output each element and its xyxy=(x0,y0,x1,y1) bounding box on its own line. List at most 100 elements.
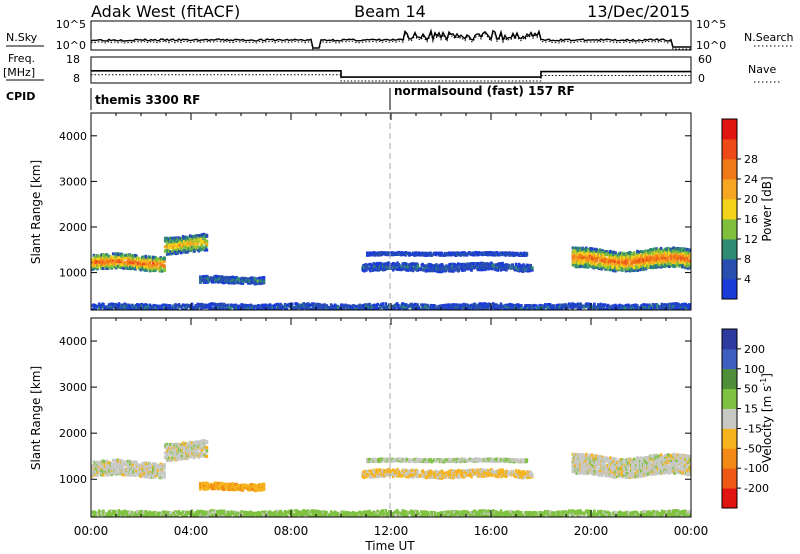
scatter-cell xyxy=(214,303,217,306)
scatter-cell xyxy=(183,443,186,447)
scatter-cell xyxy=(197,235,200,239)
scatter-cell xyxy=(675,252,678,256)
scatter-cell xyxy=(110,305,113,309)
scatter-cell xyxy=(465,252,469,256)
scatter-cell xyxy=(139,268,143,272)
scatter-cell xyxy=(334,306,337,310)
scatter-cell xyxy=(360,304,363,308)
scatter-cell xyxy=(349,307,352,310)
scatter-cell xyxy=(666,307,669,310)
scatter-cell xyxy=(598,265,602,269)
scatter-cell xyxy=(546,303,550,306)
scatter-cell xyxy=(205,242,209,246)
scatter-cell xyxy=(528,269,532,273)
scatter-cell xyxy=(480,307,484,310)
scatter-cell xyxy=(594,250,598,253)
cpid-label: CPID xyxy=(6,90,35,103)
scatter-cell xyxy=(435,263,438,267)
scatter-cell xyxy=(612,255,615,259)
scatter-cell xyxy=(626,269,630,272)
scatter-cell xyxy=(579,307,583,310)
scatter-cell xyxy=(127,262,130,266)
scatter-cell xyxy=(475,304,478,308)
scatter-cell xyxy=(398,266,401,270)
scatter-cell xyxy=(369,269,372,273)
scatter-cell xyxy=(98,260,102,264)
scatter-cell xyxy=(495,303,499,307)
scatter-cell xyxy=(424,251,427,255)
scatter-cell xyxy=(685,247,689,251)
scatter-cell xyxy=(108,463,111,467)
scatter-cell xyxy=(373,267,377,271)
scatter-cell xyxy=(218,279,221,283)
scatter-cell xyxy=(160,269,164,273)
scatter-cell xyxy=(462,265,466,268)
scatter-cell xyxy=(665,303,669,307)
scatter-cell xyxy=(92,460,96,464)
scatter-cell xyxy=(416,264,420,268)
scatter-cell xyxy=(305,302,309,306)
scatter-cell xyxy=(670,304,673,308)
scatter-cell xyxy=(465,262,469,266)
scatter-cell xyxy=(636,250,639,254)
scatter-cell xyxy=(163,260,166,264)
scatter-cell xyxy=(687,307,690,310)
scatter-cell xyxy=(677,250,681,254)
scatter-cell xyxy=(160,469,164,473)
scatter-cell xyxy=(237,304,240,308)
scatter-cell xyxy=(473,264,476,268)
scatter-cell xyxy=(530,304,534,308)
scatter-cell xyxy=(160,257,164,261)
scatter-cell xyxy=(488,303,492,307)
scatter-cell xyxy=(151,474,155,478)
scatter-cell xyxy=(127,253,130,257)
scatter-cell xyxy=(91,307,95,310)
scatter-cell xyxy=(145,466,149,470)
scatter-cell xyxy=(123,302,127,306)
scatter-cell xyxy=(183,248,186,252)
scatter-cell xyxy=(644,250,648,254)
scatter-cell xyxy=(177,303,181,307)
scatter-cell xyxy=(438,267,442,271)
scatter-cell xyxy=(534,307,537,310)
scatter-cell xyxy=(659,249,663,253)
scatter-cell xyxy=(183,239,186,243)
scatter-cell xyxy=(416,268,419,272)
scatter-cell xyxy=(224,307,228,310)
scatter-cell xyxy=(346,306,350,310)
scatter-cell xyxy=(197,234,200,238)
scatter-cell xyxy=(256,484,259,487)
scatter-cell xyxy=(242,486,245,490)
scatter-cell xyxy=(197,444,200,448)
scatter-cell xyxy=(635,262,638,266)
scatter-cell xyxy=(625,265,629,269)
scatter-cell xyxy=(598,307,602,310)
scatter-cell xyxy=(689,254,691,258)
scatter-cell xyxy=(186,450,190,454)
scatter-cell xyxy=(108,469,111,473)
scatter-cell xyxy=(631,263,634,267)
scatter-cell xyxy=(507,264,511,267)
scatter-cell xyxy=(648,303,651,307)
scatter-cell xyxy=(127,473,130,476)
scatter-cell xyxy=(221,279,225,283)
scatter-cell xyxy=(656,261,660,265)
scatter-cell xyxy=(200,446,204,449)
scatter-cell xyxy=(163,471,166,475)
freq-trace xyxy=(91,69,691,78)
scatter-cell xyxy=(286,304,290,307)
scatter-cell xyxy=(659,246,663,250)
scatter-cell xyxy=(164,238,168,242)
scatter-cell xyxy=(195,247,198,250)
scatter-cell xyxy=(189,247,192,251)
scatter-cell xyxy=(668,259,671,263)
scatter-cell xyxy=(686,253,690,257)
scatter-cell xyxy=(630,306,633,310)
scatter-cell xyxy=(224,277,227,281)
scatter-cell xyxy=(179,457,183,461)
scatter-cell xyxy=(92,267,96,271)
nsky-label: N.Sky xyxy=(6,31,38,44)
scatter-cell xyxy=(608,264,611,268)
scatter-cell xyxy=(511,265,514,269)
scatter-cell xyxy=(125,471,129,475)
